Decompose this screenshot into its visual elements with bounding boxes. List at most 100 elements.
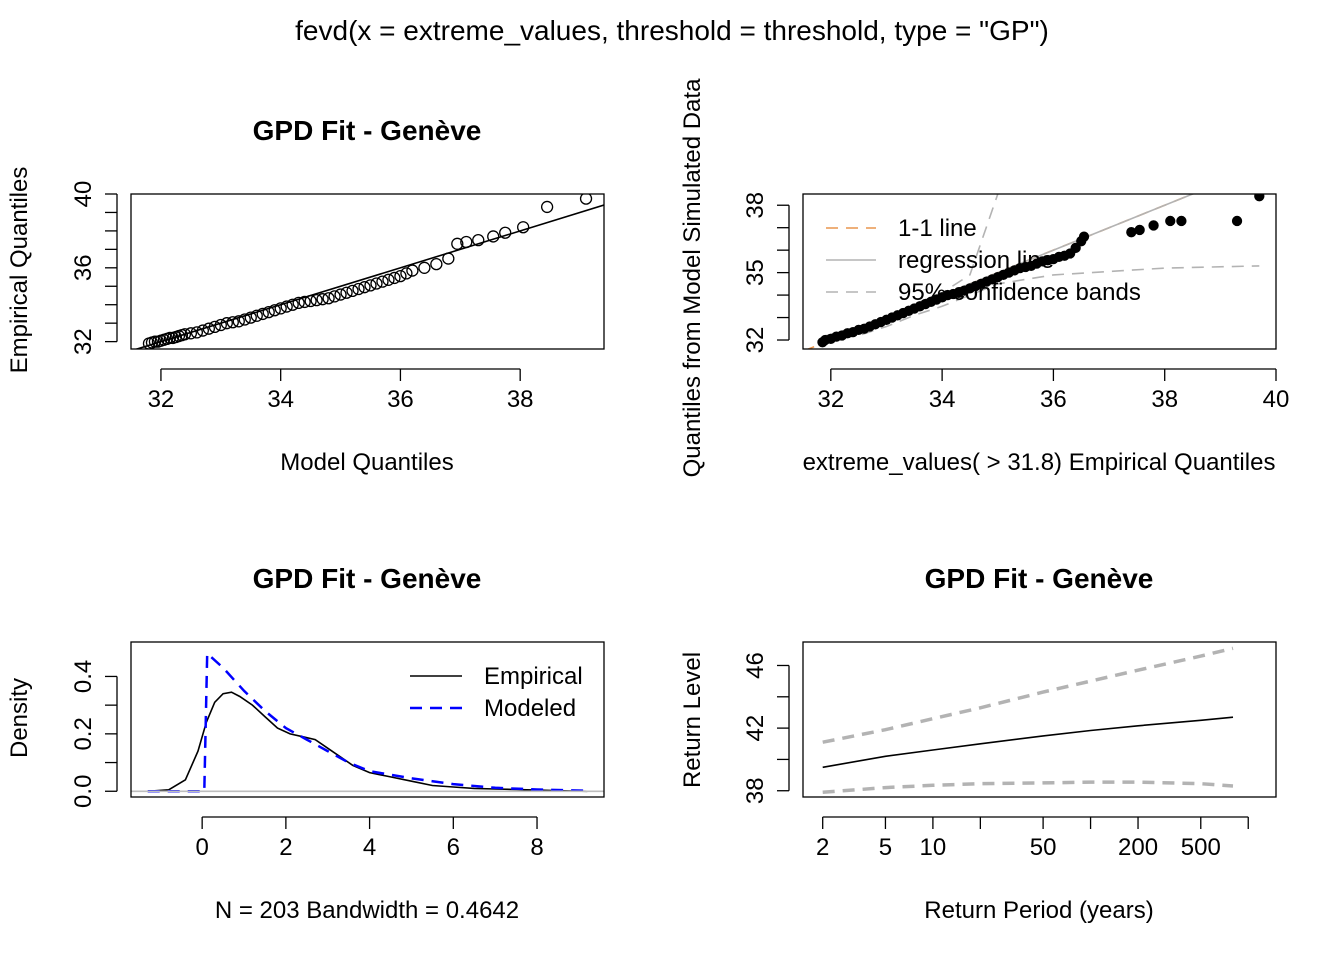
return-level-plot-area [822, 646, 1234, 795]
qq-model-point-52 [430, 257, 443, 271]
return-level-series-line-2 [822, 780, 1234, 795]
qq-model-point-17 [208, 320, 221, 334]
return-level-frame [802, 641, 1277, 798]
qq-model-point-16 [202, 322, 215, 335]
return-level-ylabel: Return Level [679, 652, 706, 788]
density-panel: GPD Fit - Genève N = 203 Bandwidth = 0.4… [6, 563, 605, 924]
qq-model-point-38 [334, 288, 347, 301]
qq-model-point-44 [370, 277, 383, 290]
density-y-tick-label-4: 0.4 [70, 660, 97, 693]
qq-simulated-point-55 [1254, 194, 1265, 202]
qq-model-y-tick-label-4: 36 [70, 254, 97, 281]
density-x-tick-label-2: 4 [363, 834, 376, 861]
density-x-tick-label-4: 8 [530, 834, 543, 861]
qq-simulated-y-tick-label-3: 35 [742, 259, 769, 286]
return-level-x-tick-label-0: 2 [816, 834, 829, 861]
return-level-panel: GPD Fit - Genève Return Period (years) R… [679, 563, 1277, 924]
qq-model-point-23 [244, 311, 257, 324]
qq-model-panel: GPD Fit - Genève Model Quantiles Empiric… [6, 115, 605, 476]
qq-model-point-56 [472, 233, 485, 247]
qq-model-point-49 [400, 267, 413, 280]
qq-model-point-32 [298, 295, 311, 309]
qq-model-frame [130, 193, 605, 350]
qq-model-y-tick-label-8: 40 [70, 181, 97, 208]
density-frame [130, 641, 605, 798]
qq-model-point-37 [328, 290, 341, 303]
qq-model-point-35 [316, 293, 329, 306]
qq-simulated-series-line-3 [822, 194, 999, 338]
qq-model-point-18 [214, 318, 227, 332]
qq-model-point-27 [268, 304, 281, 317]
qq-simulated-legend-label-2: 95% confidence bands [898, 279, 1141, 306]
qq-simulated-point-49 [1126, 227, 1137, 238]
qq-model-point-15 [196, 324, 209, 337]
qq-model-point-31 [292, 296, 305, 310]
density-y-tick-label-0: 0.0 [70, 775, 97, 808]
qq-model-point-7 [163, 331, 177, 345]
qq-model-point-19 [220, 317, 233, 330]
return-level-series-line-0 [822, 716, 1234, 769]
qq-model-x-tick-label-2: 36 [387, 386, 414, 413]
qq-model-point-48 [394, 269, 407, 283]
qq-model-y-tick-label-0: 32 [70, 328, 97, 355]
qq-model-title: GPD Fit - Genève [253, 115, 482, 146]
return-level-x-tick-label-6: 200 [1118, 834, 1158, 861]
qq-simulated-xlabel: extreme_values( > 31.8) Empirical Quanti… [803, 449, 1276, 476]
qq-simulated-ylabel: Quantiles from Model Simulated Data [679, 78, 706, 478]
qq-model-point-20 [226, 316, 239, 329]
qq-model-point-59 [517, 221, 530, 234]
qq-simulated-point-54 [1231, 215, 1243, 227]
qq-model-point-45 [376, 275, 389, 288]
qq-model-point-51 [418, 261, 431, 274]
qq-model-plot-area [134, 194, 604, 349]
qq-simulated-point-48 [1078, 231, 1090, 242]
qq-model-point-25 [256, 307, 269, 321]
qq-model-point-29 [280, 300, 293, 313]
qq-simulated-x-tick-label-3: 38 [1151, 386, 1178, 413]
qq-model-point-57 [487, 230, 500, 243]
density-x-tick-label-0: 0 [195, 834, 208, 861]
qq-simulated-frame [802, 193, 1277, 350]
density-x-tick-label-1: 2 [279, 834, 292, 861]
qq-model-point-28 [274, 302, 287, 315]
qq-model-point-53 [442, 252, 455, 265]
return-level-title: GPD Fit - Genève [925, 563, 1154, 594]
qq-model-point-22 [238, 313, 251, 326]
return-level-y-tick-label-2: 42 [742, 715, 769, 742]
return-level-x-tick-label-2: 10 [920, 834, 947, 861]
density-title: GPD Fit - Genève [253, 563, 482, 594]
qq-simulated-x-tick-label-4: 40 [1263, 386, 1290, 413]
qq-simulated-y-tick-label-0: 32 [742, 327, 769, 354]
figure-main-title: fevd(x = extreme_values, threshold = thr… [295, 15, 1049, 46]
density-xlabel: N = 203 Bandwidth = 0.4642 [215, 897, 519, 924]
qq-model-point-21 [232, 315, 245, 328]
qq-simulated-legend-label-0: 1-1 line [898, 215, 977, 242]
density-x-tick-label-3: 6 [447, 834, 460, 861]
qq-model-point-50 [406, 264, 419, 277]
qq-model-point-60 [540, 200, 554, 214]
qq-model-xlabel: Model Quantiles [280, 449, 453, 476]
qq-simulated-panel: extreme_values( > 31.8) Empirical Quanti… [679, 78, 1289, 478]
qq-simulated-plot-area [806, 194, 1265, 349]
qq-simulated-x-tick-label-0: 32 [817, 386, 844, 413]
qq-simulated-point-50 [1134, 224, 1145, 236]
qq-model-point-33 [304, 294, 317, 308]
qq-model-point-42 [358, 281, 371, 294]
qq-model-point-47 [388, 271, 401, 285]
qq-model-point-40 [346, 284, 359, 298]
qq-model-point-30 [286, 298, 299, 311]
density-series-line-1 [147, 650, 588, 793]
qq-model-point-2 [148, 335, 162, 348]
qq-simulated-legend-label-1: regression line [898, 247, 1054, 274]
qq-simulated-x-tick-label-2: 36 [1040, 386, 1067, 413]
return-level-x-tick-label-1: 5 [879, 834, 892, 861]
qq-model-point-54 [451, 237, 464, 250]
qq-model-point-36 [322, 292, 335, 305]
return-level-y-tick-label-0: 38 [742, 777, 769, 804]
density-plot-area [131, 650, 604, 793]
qq-model-point-26 [262, 305, 275, 319]
qq-model-point-13 [184, 327, 198, 340]
qq-simulated-point-52 [1165, 215, 1176, 227]
qq-simulated-point-51 [1148, 220, 1159, 231]
qq-model-ylabel: Empirical Quantiles [6, 167, 33, 374]
